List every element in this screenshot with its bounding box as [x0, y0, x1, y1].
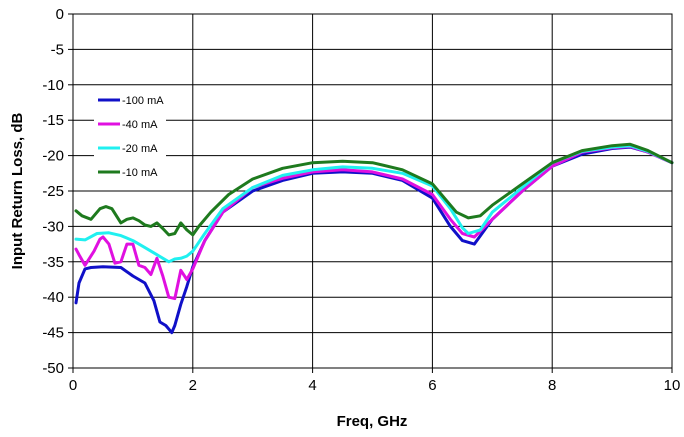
legend-label-2: -20 mA — [122, 143, 158, 155]
y-tick-label-10: -50 — [42, 360, 64, 377]
y-tick-label-9: -45 — [42, 325, 64, 342]
x-tick-label-0: 0 — [69, 377, 77, 394]
series-line-3 — [74, 142, 674, 237]
legend-label-1: -40 mA — [122, 119, 158, 131]
x-tick-label-2: 4 — [308, 377, 316, 394]
y-tick-label-6: -30 — [42, 218, 64, 235]
x-tick-label-5: 10 — [664, 377, 681, 394]
legend-background — [94, 88, 166, 186]
y-tick-label-3: -15 — [42, 112, 64, 129]
y-tick-label-4: -20 — [42, 148, 64, 165]
x-axis-ticks: 0 2 4 6 8 10 — [69, 368, 681, 394]
legend-label-3: -10 mA — [122, 167, 158, 179]
y-tick-label-2: -10 — [42, 77, 64, 94]
y-axis-title: Input Return Loss, dB — [9, 113, 26, 270]
x-axis-title: Freq, GHz — [337, 413, 408, 430]
y-tick-label-0: 0 — [56, 6, 64, 23]
series-group — [74, 142, 674, 335]
y-axis-ticks: 0 -5 -10 -15 -20 -25 -30 -35 -40 -45 -50 — [42, 6, 73, 377]
x-tick-label-1: 2 — [189, 377, 197, 394]
y-tick-label-1: -5 — [51, 41, 64, 58]
x-tick-label-3: 6 — [428, 377, 436, 394]
series-line-1 — [74, 144, 674, 301]
y-tick-label-7: -35 — [42, 254, 64, 271]
legend: -100 mA -40 mA -20 mA -10 mA — [94, 88, 166, 186]
y-tick-label-8: -40 — [42, 289, 64, 306]
y-tick-label-5: -25 — [42, 183, 64, 200]
x-tick-label-4: 8 — [548, 377, 556, 394]
legend-label-0: -100 mA — [122, 95, 164, 107]
